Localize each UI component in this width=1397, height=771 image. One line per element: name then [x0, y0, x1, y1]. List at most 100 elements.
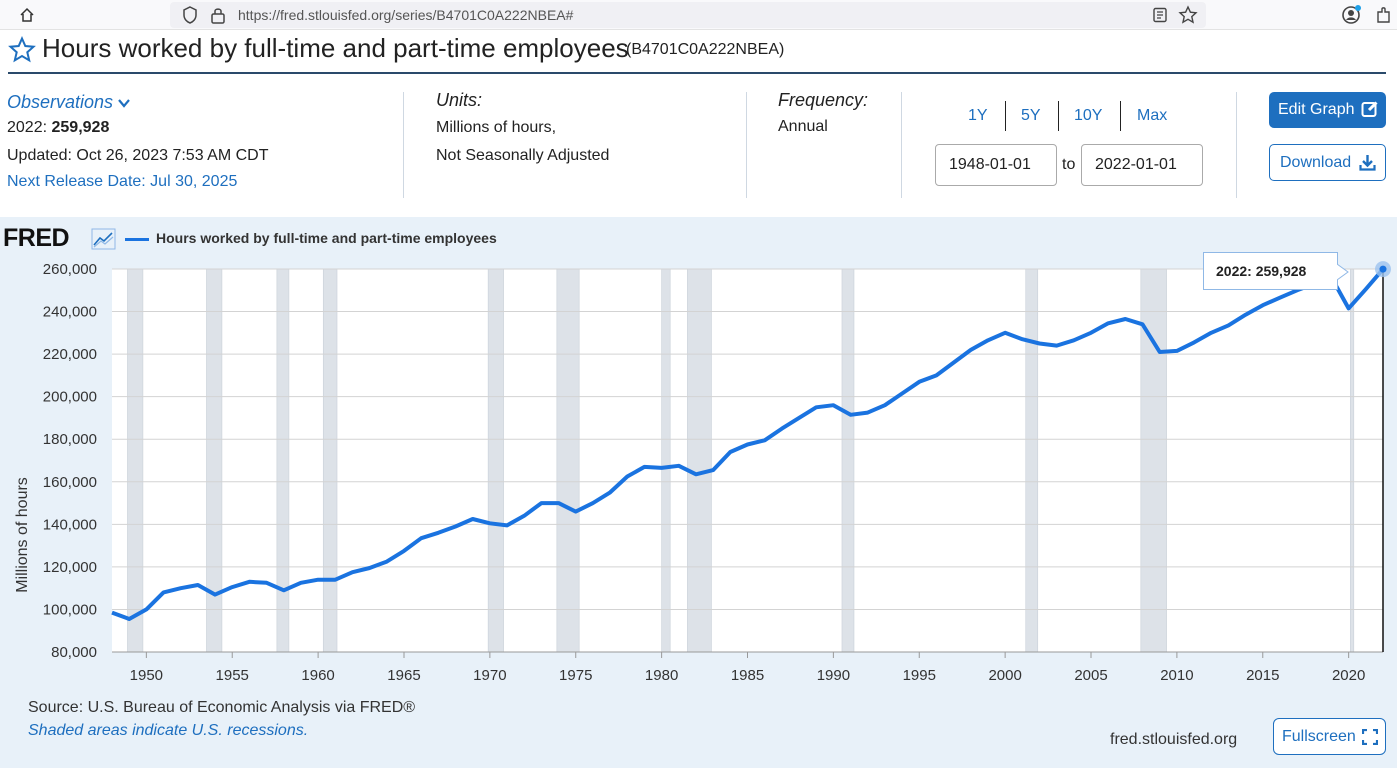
x-tick-label: 1955 [216, 667, 249, 684]
fred-logo[interactable]: FRED [3, 224, 70, 252]
units-line-1: Millions of hours, [436, 119, 557, 136]
start-date-input[interactable]: 1948-01-01 [935, 144, 1057, 186]
x-tick-label: 1970 [473, 667, 506, 684]
frequency-value: Annual [778, 118, 828, 135]
x-tick-label: 2010 [1160, 667, 1193, 684]
end-date-input[interactable]: 2022-01-01 [1081, 144, 1203, 186]
page-title: Hours worked by full-time and part-time … [42, 33, 629, 63]
next-release-link[interactable]: Next Release Date: Jul 30, 2025 [7, 173, 238, 190]
recession-band [487, 268, 504, 653]
updated-date: Updated: Oct 26, 2023 7:53 AM CDT [7, 147, 269, 164]
download-button[interactable]: Download [1269, 144, 1386, 181]
y-tick-label: 200,000 [43, 389, 97, 406]
hover-point[interactable] [1379, 265, 1387, 273]
x-tick-label: 1975 [559, 667, 592, 684]
trend-chart-icon [91, 228, 116, 250]
x-tick-label: 1995 [903, 667, 936, 684]
range-separator [1005, 101, 1006, 131]
account-icon[interactable] [1340, 4, 1362, 26]
x-tick-label: 2020 [1332, 667, 1365, 684]
y-tick-label: 180,000 [43, 431, 97, 448]
fred-site-link[interactable]: fred.stlouisfed.org [1110, 731, 1238, 748]
range-separator [1120, 101, 1121, 131]
range-max-button[interactable]: Max [1137, 107, 1168, 124]
recession-band [841, 268, 855, 653]
x-tick-label: 1950 [130, 667, 163, 684]
plot-area [112, 269, 1383, 652]
meta-divider [746, 92, 747, 198]
y-tick-label: 140,000 [43, 516, 97, 533]
x-tick-label: 1985 [731, 667, 764, 684]
recession-band [1025, 268, 1039, 653]
x-tick-label: 2015 [1246, 667, 1279, 684]
latest-observation: 2022: 259,928 [7, 119, 109, 137]
data-tooltip: 2022: 259,928 [1203, 252, 1338, 290]
observations-label: Observations [7, 92, 114, 112]
to-label: to [1062, 156, 1076, 173]
y-tick-label: 260,000 [43, 261, 97, 278]
y-tick-label: 80,000 [51, 644, 97, 661]
legend-swatch [125, 238, 149, 241]
x-tick-label: 2000 [988, 667, 1021, 684]
recession-band [1350, 268, 1355, 653]
y-axis-label: Millions of hours [14, 477, 31, 593]
x-tick-label: 2005 [1074, 667, 1107, 684]
recession-band [127, 268, 144, 653]
range-5y-button[interactable]: 5Y [1021, 107, 1041, 124]
series-id: (B4701C0A222NBEA) [626, 41, 785, 58]
frequency-label: Frequency: [778, 90, 869, 110]
x-tick-label: 1990 [817, 667, 850, 684]
shield-icon[interactable] [182, 6, 198, 24]
fullscreen-icon [1362, 729, 1378, 745]
favorite-star-icon[interactable] [8, 36, 36, 64]
x-tick-label: 1980 [645, 667, 678, 684]
reader-view-icon[interactable] [1152, 7, 1168, 23]
y-tick-label: 120,000 [43, 559, 97, 576]
address-bar[interactable]: https://fred.stlouisfed.org/series/B4701… [170, 2, 1206, 28]
range-1y-button[interactable]: 1Y [968, 107, 988, 124]
download-label: Download [1280, 154, 1352, 171]
url-text[interactable]: https://fred.stlouisfed.org/series/B4701… [238, 7, 574, 23]
edit-icon [1361, 101, 1378, 117]
lock-icon[interactable] [210, 6, 226, 24]
legend-label: Hours worked by full-time and part-time … [156, 230, 497, 246]
y-tick-label: 100,000 [43, 601, 97, 618]
meta-divider [901, 92, 902, 198]
observation-year: 2022: [7, 119, 48, 136]
recession-band [687, 268, 712, 653]
data-line[interactable] [111, 267, 1385, 621]
recession-note: Shaded areas indicate U.S. recessions. [28, 722, 309, 739]
x-tick-label: 1965 [387, 667, 420, 684]
units-line-2: Not Seasonally Adjusted [436, 147, 610, 164]
line-chart[interactable]: 80,000 100,000 120,000 140,000 160,000 180,00… [0, 217, 1397, 687]
extensions-icon[interactable] [1374, 6, 1392, 24]
title-divider [8, 72, 1386, 74]
range-10y-button[interactable]: 10Y [1074, 107, 1103, 124]
tooltip-pointer [1337, 263, 1349, 281]
meta-divider [403, 92, 404, 198]
home-icon[interactable] [18, 6, 36, 24]
y-tick-label: 220,000 [43, 346, 97, 363]
y-tick-label: 160,000 [43, 474, 97, 491]
bookmark-star-icon[interactable] [1178, 5, 1198, 25]
units-label: Units: [436, 90, 483, 110]
recession-band [661, 268, 671, 653]
download-icon [1359, 155, 1376, 171]
recession-band [276, 268, 290, 653]
edit-graph-button[interactable]: Edit Graph [1269, 92, 1386, 128]
fullscreen-label: Fullscreen [1282, 728, 1356, 745]
chevron-down-icon [118, 99, 130, 108]
recession-band [322, 268, 338, 653]
range-separator [1058, 101, 1059, 131]
y-tick-label: 240,000 [43, 304, 97, 321]
observation-value: 259,928 [51, 119, 110, 136]
fullscreen-button[interactable]: Fullscreen [1273, 718, 1386, 755]
browser-toolbar: https://fred.stlouisfed.org/series/B4701… [0, 0, 1397, 30]
meta-divider [1236, 92, 1237, 198]
x-tick-label: 1960 [301, 667, 334, 684]
source-note: Source: U.S. Bureau of Economic Analysis… [28, 699, 416, 716]
observations-toggle[interactable]: Observations [7, 92, 131, 113]
chart-panel: 80,000 100,000 120,000 140,000 160,000 180,00… [0, 217, 1397, 768]
recession-band [556, 268, 580, 653]
edit-graph-label: Edit Graph [1278, 101, 1355, 118]
